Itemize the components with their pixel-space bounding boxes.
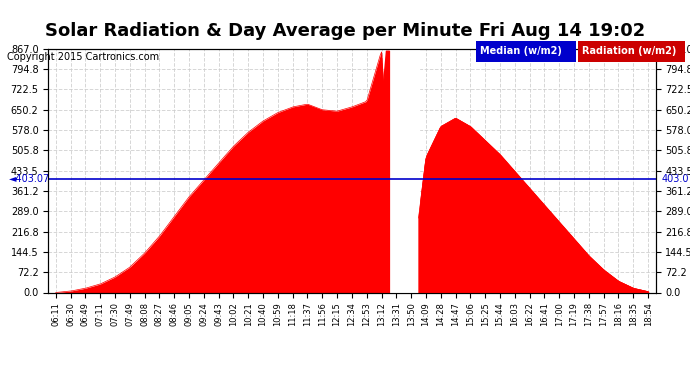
- Text: Radiation (w/m2): Radiation (w/m2): [582, 46, 676, 56]
- Text: Median (w/m2): Median (w/m2): [480, 46, 562, 56]
- Text: Copyright 2015 Cartronics.com: Copyright 2015 Cartronics.com: [7, 53, 159, 63]
- Text: 403.07►: 403.07►: [662, 174, 690, 184]
- Text: ◄403.07: ◄403.07: [9, 174, 50, 184]
- Polygon shape: [389, 48, 419, 292]
- Text: Solar Radiation & Day Average per Minute Fri Aug 14 19:02: Solar Radiation & Day Average per Minute…: [45, 22, 645, 40]
